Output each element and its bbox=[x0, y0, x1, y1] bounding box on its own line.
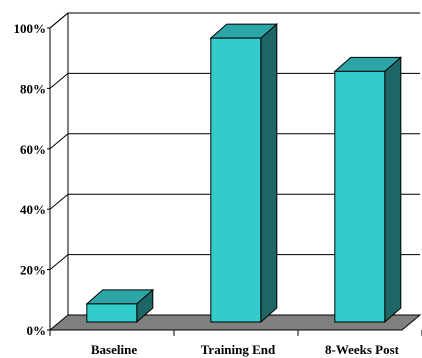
x-axis-labels: Baseline Training End 8-Weeks Post bbox=[91, 342, 400, 357]
y-axis-ticks: 0% 20% 40% 60% 80% 100% bbox=[14, 21, 50, 338]
y-tick-label: 80% bbox=[20, 81, 46, 96]
bar-front-face bbox=[86, 303, 138, 323]
side-wall-outline bbox=[49, 12, 69, 330]
gridline-side bbox=[49, 133, 69, 150]
bar-side-face bbox=[260, 23, 278, 324]
y-tick-label: 100% bbox=[14, 21, 47, 36]
y-tick-label: 20% bbox=[20, 263, 46, 278]
y-tick-label: 40% bbox=[20, 202, 46, 217]
bar-8-weeks-post bbox=[333, 56, 403, 324]
x-category-label: 8-Weeks Post bbox=[325, 342, 400, 357]
x-category-label: Training End bbox=[201, 342, 276, 357]
bar-front-face bbox=[334, 70, 386, 323]
y-tick-label: 0% bbox=[27, 323, 47, 338]
bar-baseline bbox=[85, 288, 155, 324]
bar-front-face bbox=[210, 37, 262, 323]
bars bbox=[85, 23, 403, 324]
gridline-side bbox=[49, 73, 69, 89]
x-category-label: Baseline bbox=[91, 342, 137, 357]
gridline-side bbox=[49, 254, 69, 270]
gridline-side bbox=[49, 12, 69, 29]
gridline-side bbox=[49, 193, 69, 210]
y-tick-label: 60% bbox=[20, 142, 46, 157]
bar-side-face bbox=[384, 56, 402, 324]
bar-training-end bbox=[209, 23, 279, 324]
